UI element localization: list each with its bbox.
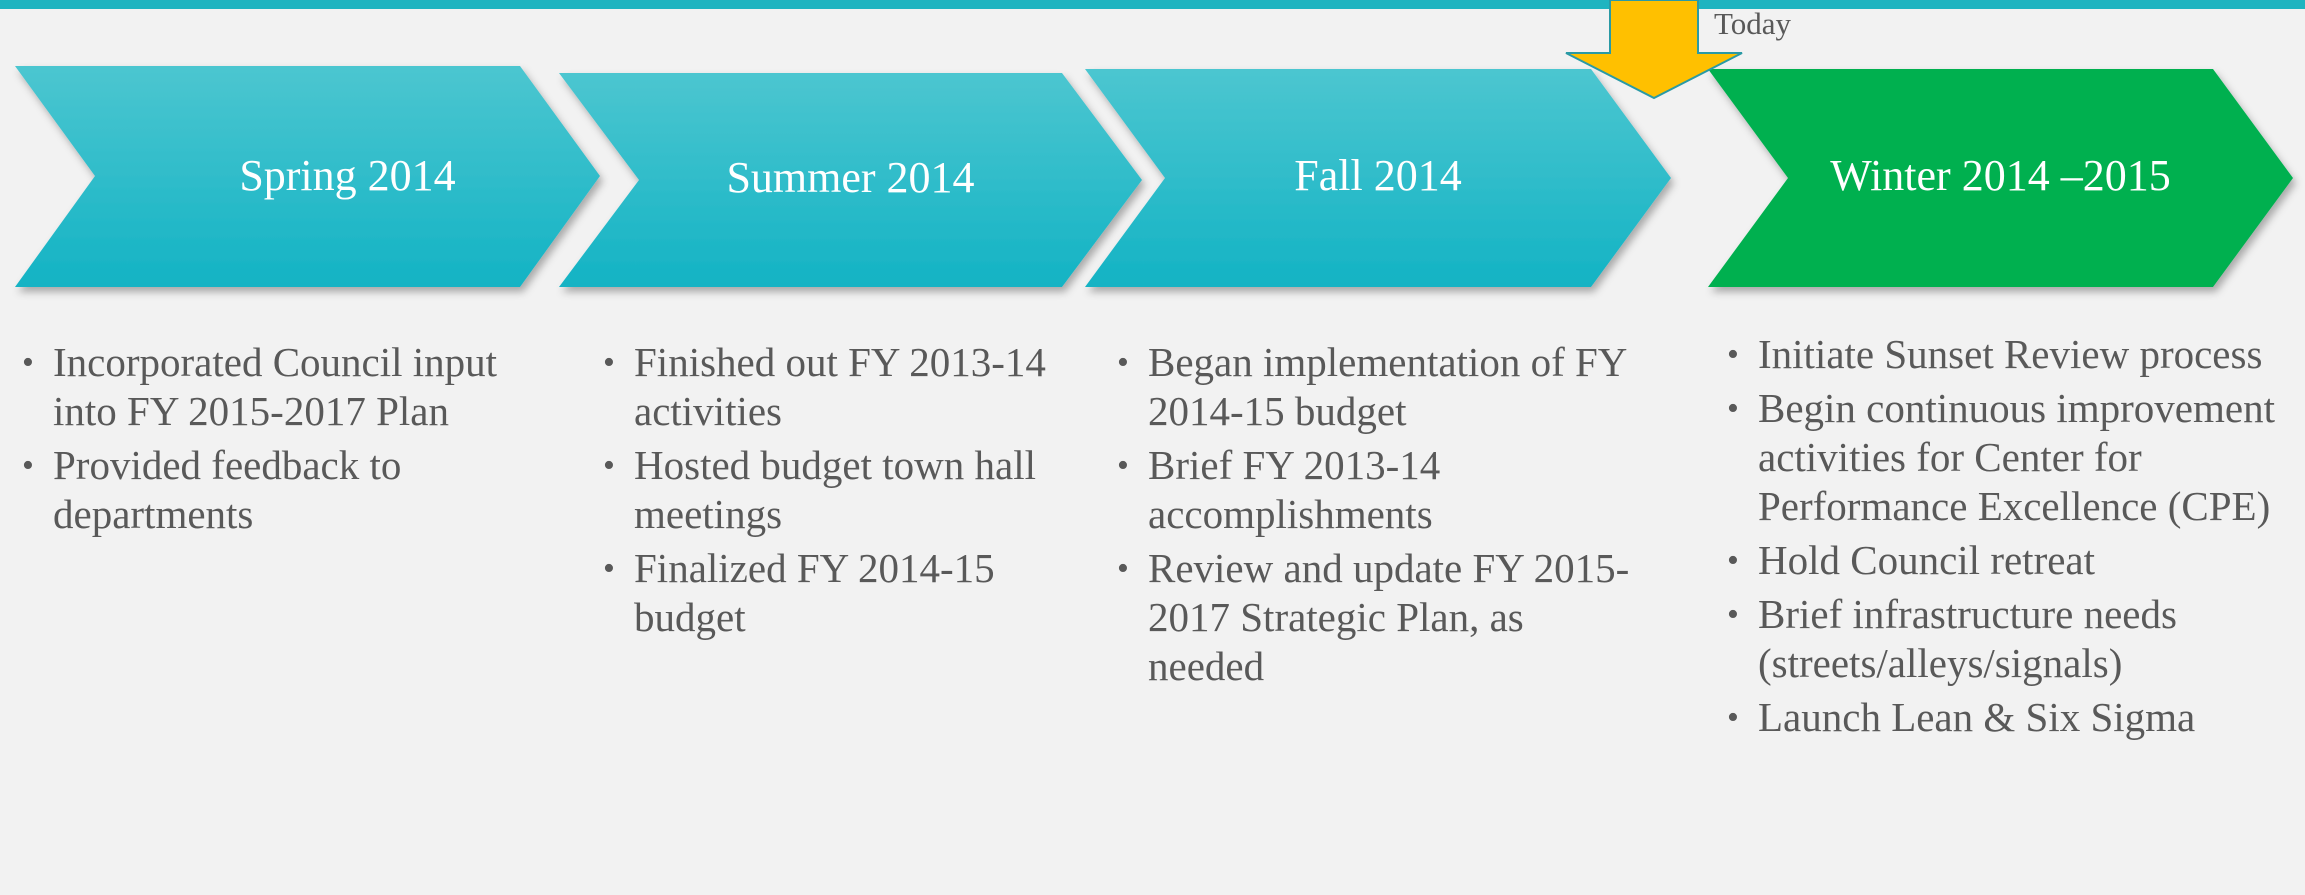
bullet: Finished out FY 2013-14 activities <box>603 338 1073 436</box>
chevron <box>1708 69 2293 287</box>
bullet: Brief FY 2013-14 accomplishments <box>1117 441 1637 539</box>
bullet: Initiate Sunset Review process <box>1727 330 2287 379</box>
bullet: Hosted budget town hall meetings <box>603 441 1073 539</box>
today-arrow <box>1565 0 1743 100</box>
bullet: Begin continuous improvement activities … <box>1727 384 2287 531</box>
bullet-list: Began implementation of FY 2014-15 budge… <box>1117 338 1637 696</box>
bullet-list: Incorporated Council input into FY 2015-… <box>22 338 502 544</box>
bullet: Launch Lean & Six Sigma <box>1727 693 2287 742</box>
bullet: Finalized FY 2014-15 budget <box>603 544 1073 642</box>
phase-title: Fall 2014 <box>1294 151 1462 200</box>
chevron <box>559 73 1142 287</box>
bullet: Brief infrastructure needs (streets/alle… <box>1727 590 2287 688</box>
bullet: Hold Council retreat <box>1727 536 2287 585</box>
chevron <box>1085 69 1671 287</box>
phase-title: Spring 2014 <box>239 151 456 200</box>
phase-title: Summer 2014 <box>726 153 975 202</box>
top-bar <box>0 0 2305 9</box>
today-label: Today <box>1714 6 1792 41</box>
bullet-list: Initiate Sunset Review process Begin cont… <box>1727 330 2287 747</box>
phase-title: Winter 2014 –2015 <box>1830 151 2171 200</box>
bullet: Began implementation of FY 2014-15 budge… <box>1117 338 1637 436</box>
bullet: Provided feedback to departments <box>22 441 502 539</box>
bullet: Review and update FY 2015-2017 Strategic… <box>1117 544 1637 691</box>
bullet-list: Finished out FY 2013-14 activitiesHosted… <box>603 338 1073 647</box>
chevron <box>15 66 600 287</box>
bullet: Incorporated Council input into FY 2015-… <box>22 338 502 436</box>
